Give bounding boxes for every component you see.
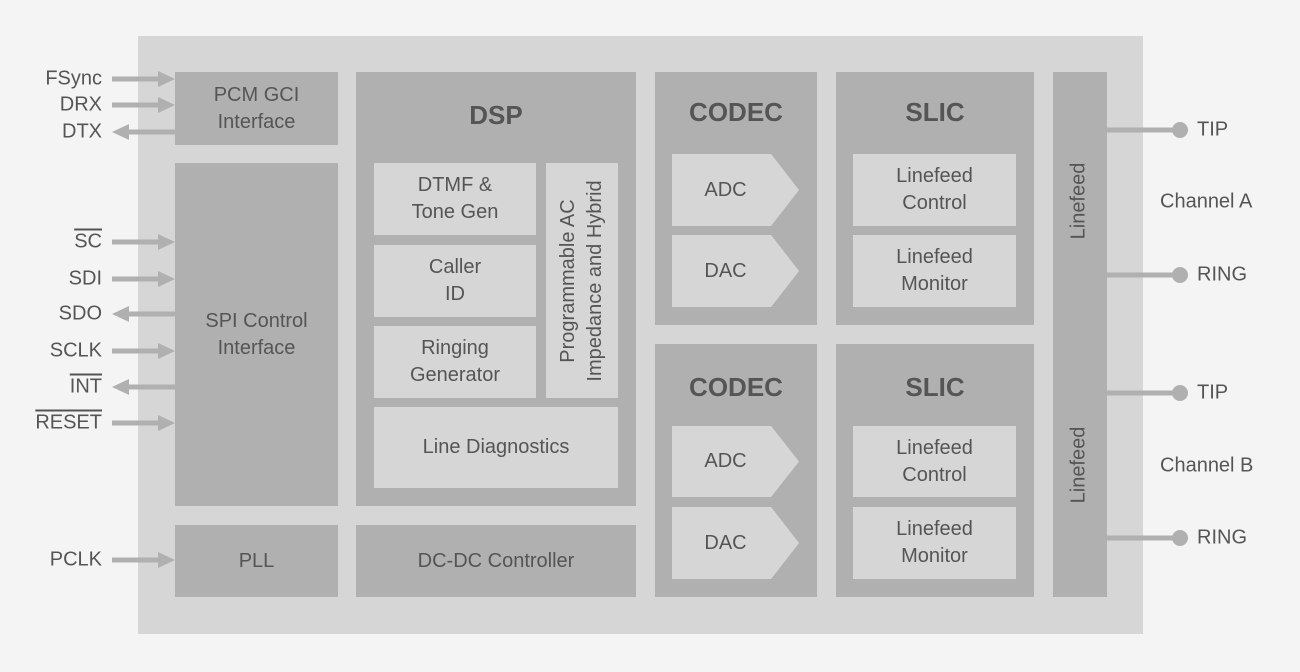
dsp-title: DSP: [469, 100, 523, 130]
pin-sc: SC: [74, 230, 102, 253]
pin-drx: DRX: [59, 93, 102, 116]
arrow-drx: [112, 97, 175, 113]
ring-b-line: [1107, 530, 1188, 546]
adc-label: ADC: [704, 450, 747, 472]
pcm-gci-interface-block: PCM GCI Interface: [175, 72, 338, 145]
codec-b-title: CODEC: [689, 372, 783, 402]
pll-block: PLL: [175, 525, 338, 597]
channel-a-label: Channel A: [1160, 190, 1253, 213]
arrow-pclk: [112, 552, 175, 568]
pin-sdi: SDI: [68, 267, 102, 290]
caller-id-block: Caller ID: [374, 245, 536, 317]
ring-a-line: [1107, 267, 1188, 283]
channel-b-label: Channel B: [1160, 454, 1254, 477]
dac-label: DAC: [704, 531, 747, 554]
pin-dtx: DTX: [62, 120, 102, 143]
codec-a-title: CODEC: [689, 97, 783, 127]
tip-a-line: [1107, 122, 1188, 138]
programmable-ac-impedance-block: Programmable AC Impedance and Hybrid: [546, 163, 618, 398]
arrow-int: [112, 379, 175, 395]
linefeed-bar: [1053, 72, 1107, 597]
adc-label: ADC: [704, 178, 747, 201]
codec-a-adc: ADC: [672, 154, 799, 226]
pin-tip-b: TIP: [1197, 381, 1229, 404]
codec-a-dac: DAC: [672, 235, 799, 307]
arrow-fsync: [112, 71, 175, 87]
ringing-generator-block: Ringing Generator: [374, 326, 536, 398]
pin-pclk: PCLK: [49, 548, 102, 571]
dac-label: DAC: [704, 259, 747, 282]
tip-b-line: [1107, 385, 1188, 401]
dtmf-tone-gen-block: DTMF & Tone Gen: [374, 163, 536, 235]
arrow-sdi: [112, 271, 175, 287]
slic-b-title: SLIC: [905, 372, 965, 402]
pin-sdo: SDO: [58, 302, 102, 325]
pin-ring-b: RING: [1197, 526, 1247, 549]
slic-b-linefeed-control: Linefeed Control: [853, 426, 1016, 497]
line-diagnostics-block: Line Diagnostics: [374, 407, 618, 488]
arrow-sclk: [112, 343, 175, 359]
slic-a-title: SLIC: [905, 97, 965, 127]
spi-control-interface-block: SPI Control Interface: [175, 163, 338, 506]
codec-b-dac: DAC: [672, 507, 799, 579]
pin-ring-a: RING: [1197, 263, 1247, 286]
pin-tip-a: TIP: [1197, 118, 1229, 141]
slic-b-linefeed-monitor: Linefeed Monitor: [853, 507, 1016, 579]
slic-a-linefeed-monitor: Linefeed Monitor: [853, 235, 1016, 307]
codec-b-adc: ADC: [672, 426, 799, 497]
arrow-dtx: [112, 124, 175, 140]
pin-reset: RESET: [35, 411, 102, 434]
pin-int: INT: [69, 375, 102, 398]
dc-dc-controller-block: DC-DC Controller: [356, 525, 636, 597]
arrow-sdo: [112, 306, 175, 322]
arrow-reset: [112, 415, 175, 431]
slic-a-linefeed-control: Linefeed Control: [853, 154, 1016, 226]
pin-fsync: FSync: [45, 67, 102, 90]
arrow-sc: [112, 234, 175, 250]
pin-sclk: SCLK: [49, 339, 102, 362]
